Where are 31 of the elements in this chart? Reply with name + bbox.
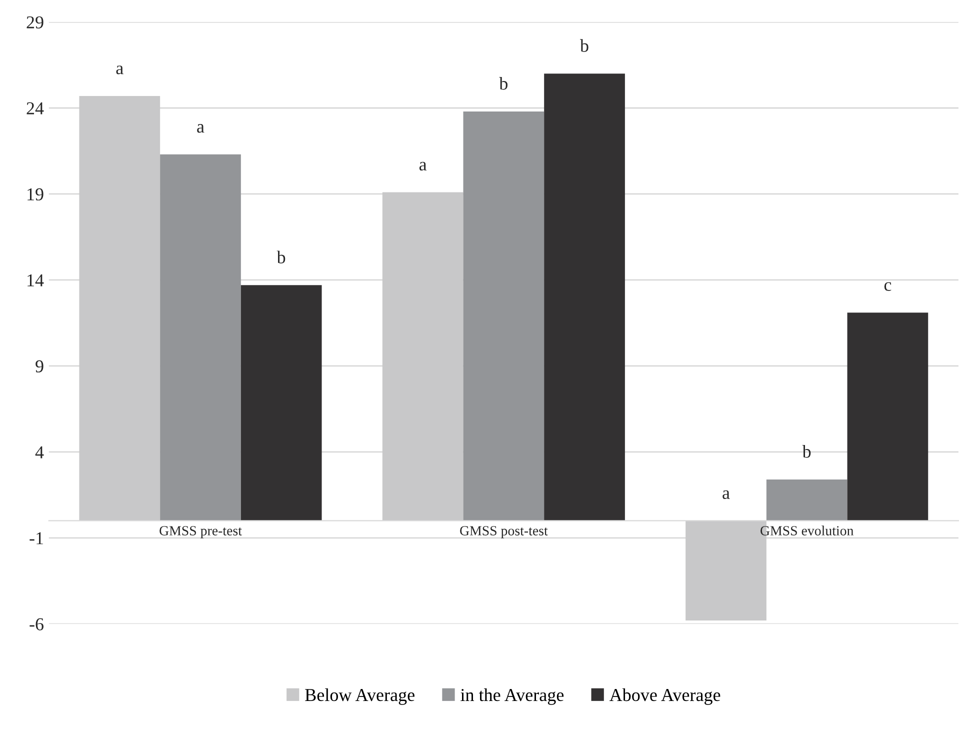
bar [544,74,625,521]
annotation: a [116,66,124,74]
x-tick-label: GMSS pre-test [160,526,242,538]
annotation: b [499,77,508,90]
legend-label: Below Average [305,688,414,705]
bar [79,96,160,521]
y-tick-label: -1 [30,532,43,544]
y-tick-label: 9 [36,360,44,372]
y-tick-label: 19 [28,188,44,200]
bar [766,479,848,521]
bar [847,312,928,521]
legend-label: Above Average [609,688,720,705]
annotation: b [802,445,811,458]
annotation: c [884,282,892,291]
bar [382,192,464,521]
x-tick-label: GMSS post-test [460,526,548,538]
y-tick-label: -6 [30,618,44,630]
annotation: b [580,39,588,52]
bar [463,111,544,521]
annotation: a [197,124,204,133]
bar [240,285,322,521]
bar [160,154,241,521]
annotation: a [419,162,427,171]
y-tick-label: 14 [28,274,44,286]
annotation: b [276,250,286,264]
y-tick-label: 24 [26,102,44,114]
y-tick-label: 29 [26,16,44,28]
x-tick-label: GMSS evolution [760,526,854,536]
annotation: a [722,490,730,499]
legend-label: in the Average [460,688,564,705]
y-tick-label: 4 [35,446,44,458]
